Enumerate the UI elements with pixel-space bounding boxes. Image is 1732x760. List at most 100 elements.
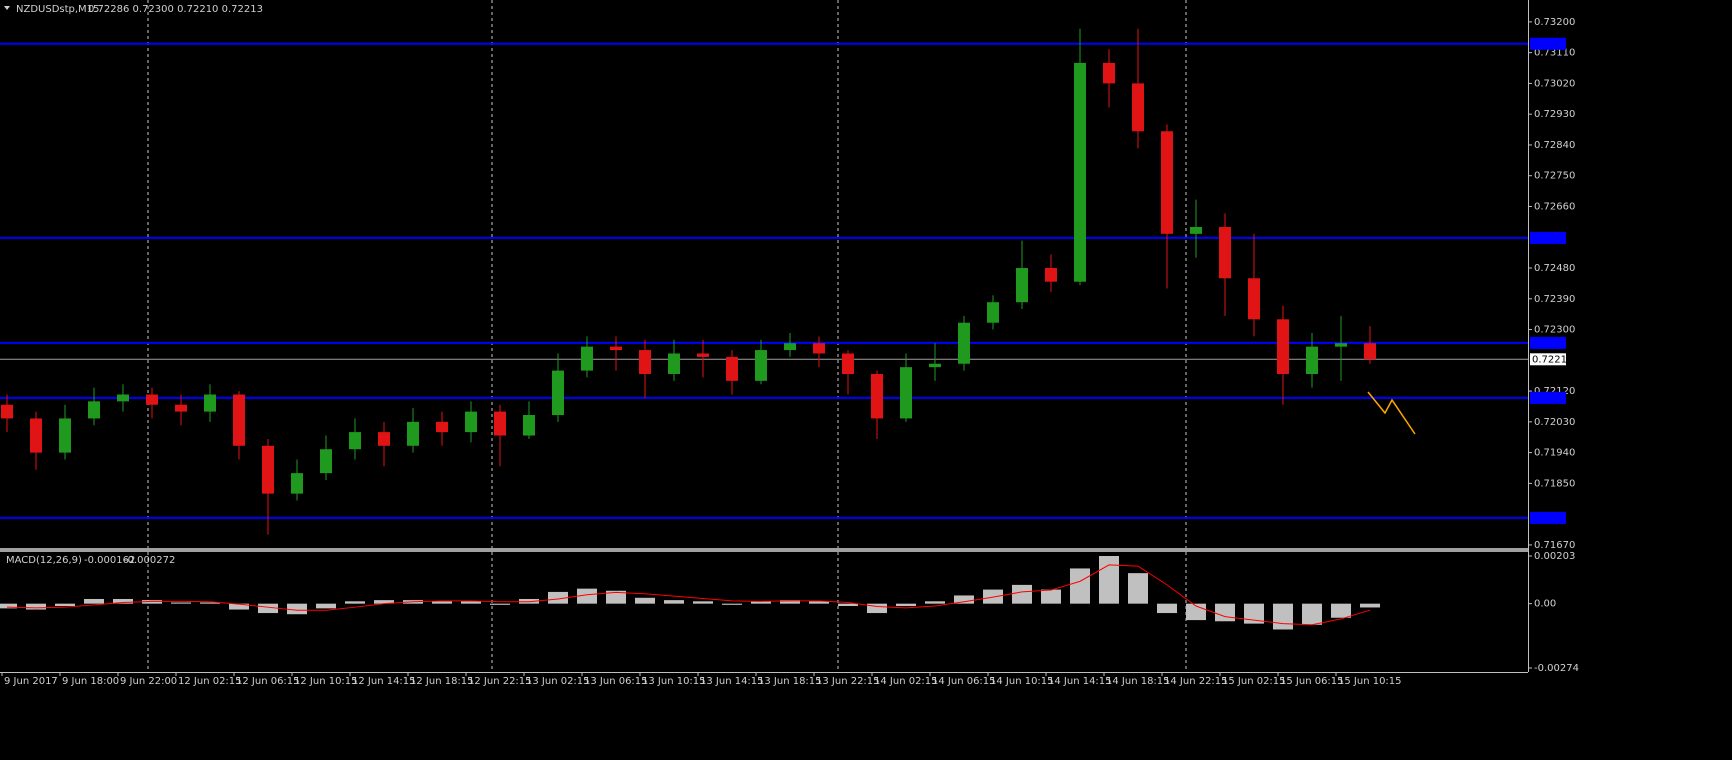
level-axis-tag	[1530, 391, 1566, 404]
y-tick-label: 0.72480	[1534, 263, 1575, 274]
macd-bar	[780, 600, 800, 604]
macd-bar	[606, 590, 626, 604]
candle-body	[233, 394, 245, 446]
y-tick-label: -0.00274	[1534, 663, 1579, 674]
macd-bar	[200, 602, 220, 604]
x-tick-label: 14 Jun 10:15	[990, 676, 1054, 687]
macd-bar	[1244, 603, 1264, 624]
candle-body	[1, 404, 13, 419]
candle-body	[987, 302, 999, 323]
macd-value: -0.000162	[84, 555, 135, 566]
x-tick-label: 14 Jun 02:15	[874, 676, 938, 687]
candle-body	[552, 370, 564, 416]
candle-body	[1277, 319, 1289, 374]
x-tick-label: 14 Jun 06:15	[932, 676, 996, 687]
candle-body	[958, 322, 970, 364]
macd-bar	[287, 603, 307, 615]
candle-body	[117, 394, 129, 402]
candle-body	[726, 356, 738, 381]
symbol-title: NZDUSDstp,M15	[16, 4, 99, 15]
macd-bar	[1215, 603, 1235, 622]
y-tick-label: 0.72030	[1534, 417, 1575, 428]
x-tick-label: 12 Jun 06:15	[236, 676, 300, 687]
y-tick-label: 0.00203	[1534, 551, 1575, 562]
x-tick-label: 15 Jun 10:15	[1338, 676, 1402, 687]
y-tick-label: 0.73110	[1534, 48, 1575, 59]
candle-body	[291, 473, 303, 494]
macd-bar	[548, 591, 568, 604]
candle-body	[668, 353, 680, 374]
candle-body	[1190, 226, 1202, 234]
candle-body	[697, 353, 709, 357]
candle-body	[59, 418, 71, 453]
level-axis-tag	[1530, 231, 1566, 244]
candle-body	[581, 346, 593, 371]
signal-line	[6, 564, 1371, 626]
macd-bar	[461, 601, 481, 604]
candle-body	[1161, 131, 1173, 234]
candle-body	[1074, 62, 1086, 282]
y-tick-label: 0.71850	[1534, 478, 1575, 489]
x-tick-label: 14 Jun 18:15	[1106, 676, 1170, 687]
macd-bar	[316, 603, 336, 609]
candle-body	[494, 411, 506, 436]
macd-bar	[432, 601, 452, 604]
candle-body	[175, 404, 187, 412]
macd-bar	[1070, 568, 1090, 604]
candle-body	[1335, 343, 1347, 347]
x-tick-label: 12 Jun 02:15	[178, 676, 242, 687]
macd-bar	[809, 601, 829, 604]
candle-body	[639, 350, 651, 374]
x-tick-label: 9 Jun 22:00	[120, 676, 177, 687]
candle-body	[146, 394, 158, 405]
panel-divider	[0, 548, 1528, 552]
candle-body	[465, 411, 477, 433]
candle-body	[1016, 268, 1028, 303]
macd-bar	[84, 598, 104, 604]
macd-bar	[26, 603, 46, 610]
candle-body	[1219, 226, 1231, 279]
y-tick-label: 0.72750	[1534, 171, 1575, 182]
x-tick-label: 14 Jun 22:15	[1164, 676, 1228, 687]
current-price-tag	[1530, 353, 1566, 366]
macd-bar	[229, 603, 249, 610]
candle-body	[523, 415, 535, 436]
macd-bar	[490, 603, 510, 605]
y-tick-label: 0.71940	[1534, 448, 1575, 459]
y-tick-label: 0.72660	[1534, 201, 1575, 212]
macd-bar	[1099, 556, 1119, 604]
y-tick-label: 0.72840	[1534, 140, 1575, 151]
macd-bar	[635, 597, 655, 604]
candle-body	[755, 350, 767, 381]
x-tick-label: 15 Jun 06:15	[1280, 676, 1344, 687]
macd-bar	[693, 601, 713, 604]
macd-bar	[345, 601, 365, 604]
level-axis-tag	[1530, 336, 1566, 349]
x-tick-label: 13 Jun 18:15	[758, 676, 822, 687]
candle-body	[1248, 278, 1260, 320]
candle-body	[378, 432, 390, 446]
macd-bar	[0, 603, 17, 609]
y-tick-label: 0.73200	[1534, 17, 1575, 28]
macd-bar	[1041, 589, 1061, 604]
candle-body	[842, 353, 854, 374]
signal-value: -0.000272	[124, 555, 175, 566]
macd-bar	[142, 600, 162, 604]
candle-body	[784, 343, 796, 351]
candle-body	[1045, 268, 1057, 282]
candle-body	[204, 394, 216, 412]
x-tick-label: 12 Jun 22:15	[468, 676, 532, 687]
y-tick-label: 0.72120	[1534, 386, 1575, 397]
x-tick-label: 9 Jun 2017	[4, 676, 58, 687]
macd-bar	[258, 603, 278, 614]
candle-body	[900, 367, 912, 419]
macd-bar	[954, 595, 974, 604]
level-axis-tag	[1530, 37, 1566, 50]
candle-body	[1306, 346, 1318, 374]
macd-bar	[867, 603, 887, 614]
macd-bar	[1360, 603, 1380, 608]
macd-bar	[1012, 584, 1032, 604]
header-triangle	[4, 6, 10, 10]
